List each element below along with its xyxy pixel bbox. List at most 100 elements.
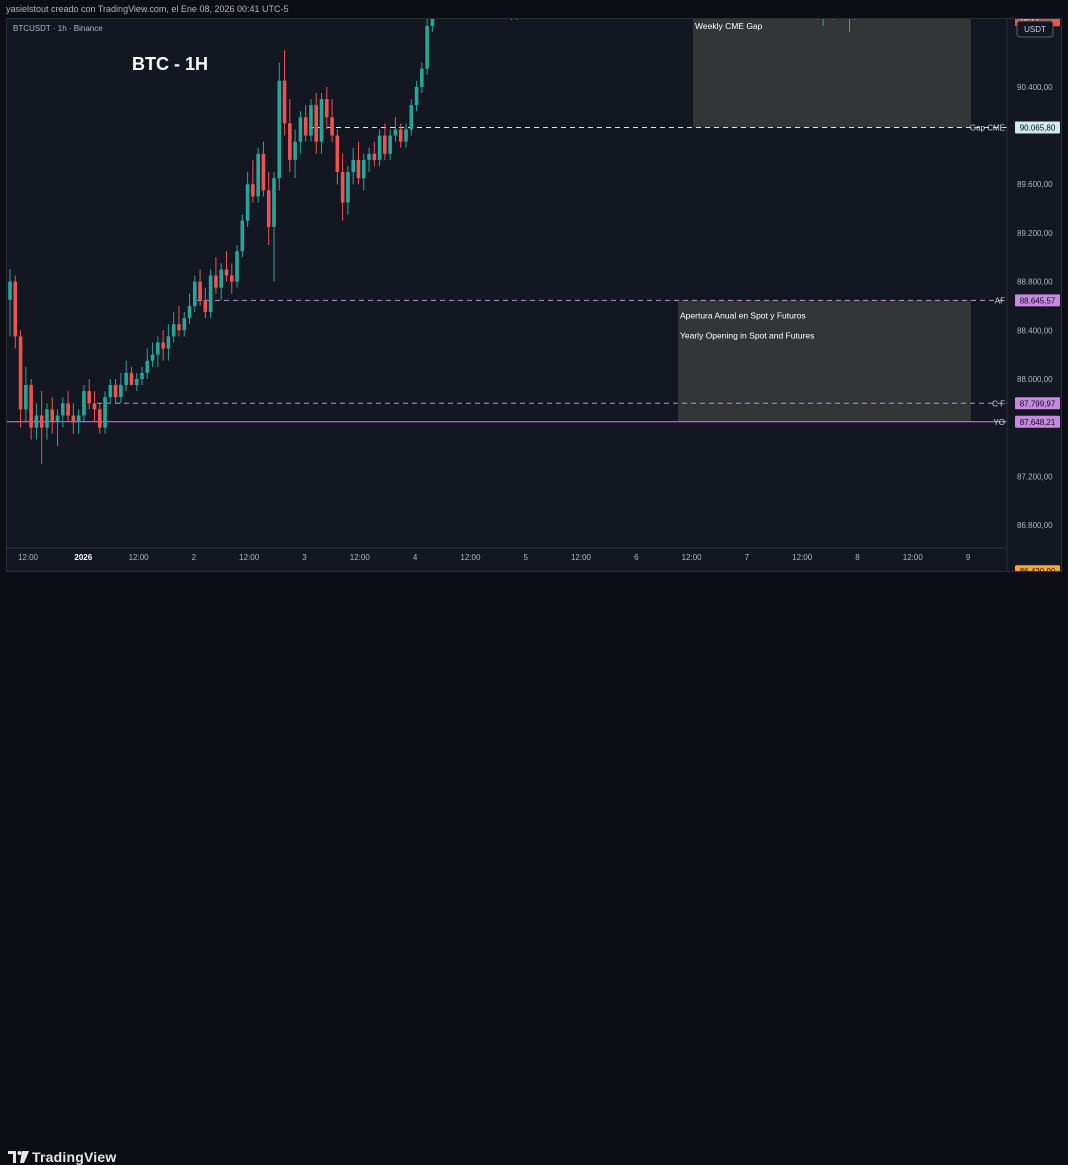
level-price-text: 87.648,21 (1020, 418, 1056, 427)
candle (372, 141, 377, 166)
candle (319, 92, 324, 154)
y-tick-label: 88.400,00 (1017, 326, 1053, 335)
candle (356, 141, 361, 185)
candle (229, 263, 234, 294)
candle (272, 172, 276, 282)
y-tick-label: 88.800,00 (1017, 278, 1053, 287)
candle (103, 391, 107, 434)
x-tick-label: 7 (745, 553, 750, 562)
candle (351, 147, 355, 185)
candle (182, 312, 187, 337)
candle (97, 403, 102, 434)
candle (13, 275, 18, 349)
candle (208, 269, 213, 319)
x-tick-label: 9 (966, 553, 971, 562)
symbol-label: BTCUSDT · 1h · Binance (13, 24, 103, 33)
candle (34, 403, 39, 440)
price-axis[interactable]: USDT95.200,0094.800,0094.400,0094.000,00… (1006, 19, 1054, 571)
zone-text: Weekly CME Gap (695, 21, 763, 31)
x-tick-label: 12:00 (239, 553, 260, 562)
candle (256, 147, 260, 203)
y-tick-label: 90.400,00 (1017, 83, 1053, 92)
y-tick-label: 89.600,00 (1017, 180, 1053, 189)
candle (66, 391, 70, 422)
candle (314, 92, 319, 154)
candle (383, 123, 387, 160)
candle (156, 336, 160, 367)
candle (367, 147, 371, 173)
candle (187, 293, 192, 325)
candle (203, 287, 208, 319)
candle (193, 275, 197, 313)
tradingview-brand: TradingView (32, 1149, 117, 1165)
candle (108, 378, 113, 404)
candle (266, 172, 271, 246)
level-label: YO (993, 418, 1005, 427)
candle (129, 366, 134, 386)
x-tick-label: 12:00 (571, 553, 592, 562)
candlestick-series (8, 19, 856, 465)
x-tick-label: 12:00 (18, 553, 39, 562)
candle (171, 312, 176, 343)
currency-label: USDT (1024, 25, 1046, 34)
candle (166, 324, 171, 361)
candle (251, 159, 255, 203)
low-marker-text: 86.420,00 (1020, 567, 1056, 571)
chart-labels: BTCUSDT · 1h · Binance BTC - 1H (13, 24, 208, 74)
candle (150, 342, 155, 367)
candle (430, 19, 435, 33)
chart-title: BTC - 1H (132, 54, 208, 74)
candle (398, 123, 403, 148)
x-tick-label: 2 (192, 553, 197, 562)
y-tick-label: 86.800,00 (1017, 521, 1053, 530)
candle (511, 19, 513, 20)
candle (361, 153, 366, 191)
candle (303, 105, 308, 142)
x-tick-label: 2026 (74, 553, 92, 562)
candle (516, 19, 518, 20)
x-tick-label: 12:00 (129, 553, 150, 562)
y-tick-label: 88.000,00 (1017, 375, 1053, 384)
candle (87, 378, 91, 410)
chart-caption: yasielstout creado con TradingView.com, … (6, 4, 289, 14)
candle (50, 397, 55, 434)
candle (388, 129, 392, 160)
candle (55, 409, 60, 446)
candle (335, 129, 340, 185)
candle (282, 50, 287, 136)
level-label: C F (992, 399, 1005, 408)
candle (298, 111, 303, 154)
candle (288, 99, 292, 173)
level-price-badge (1015, 415, 1060, 428)
x-tick-label: 12:00 (903, 553, 924, 562)
zone-text: Yearly Opening in Spot and Futures (680, 330, 814, 340)
candle (119, 372, 123, 404)
candle (8, 269, 12, 337)
level-lines: YO93.576,00WO91.529,74Gap CME91.220,00Ga… (7, 19, 1060, 571)
candle (140, 366, 144, 386)
x-tick-label: 12:00 (350, 553, 371, 562)
candle (293, 129, 297, 179)
annotation-zone (693, 19, 971, 128)
candle (393, 117, 398, 142)
candle (261, 141, 266, 197)
candle (39, 391, 44, 465)
tradingview-logo-icon (8, 1151, 29, 1163)
candle (161, 330, 165, 361)
candle (277, 62, 282, 191)
candle (24, 366, 28, 422)
chart-caption-bar: yasielstout creado con TradingView.com, … (0, 0, 1068, 18)
zone-text: Apertura Anual en Spot y Futuros (680, 310, 806, 320)
candle (245, 172, 250, 227)
candle (330, 99, 334, 142)
time-axis[interactable]: 12:00 2026 12:00 2 12:00 3 12:00 4 12:00 5 12:00 6 1… (7, 547, 1007, 562)
candle (29, 378, 33, 440)
candle (404, 123, 408, 148)
candle (76, 409, 81, 434)
x-tick-label: 6 (634, 553, 639, 562)
currency-box[interactable] (1016, 20, 1054, 38)
candle (92, 391, 97, 422)
